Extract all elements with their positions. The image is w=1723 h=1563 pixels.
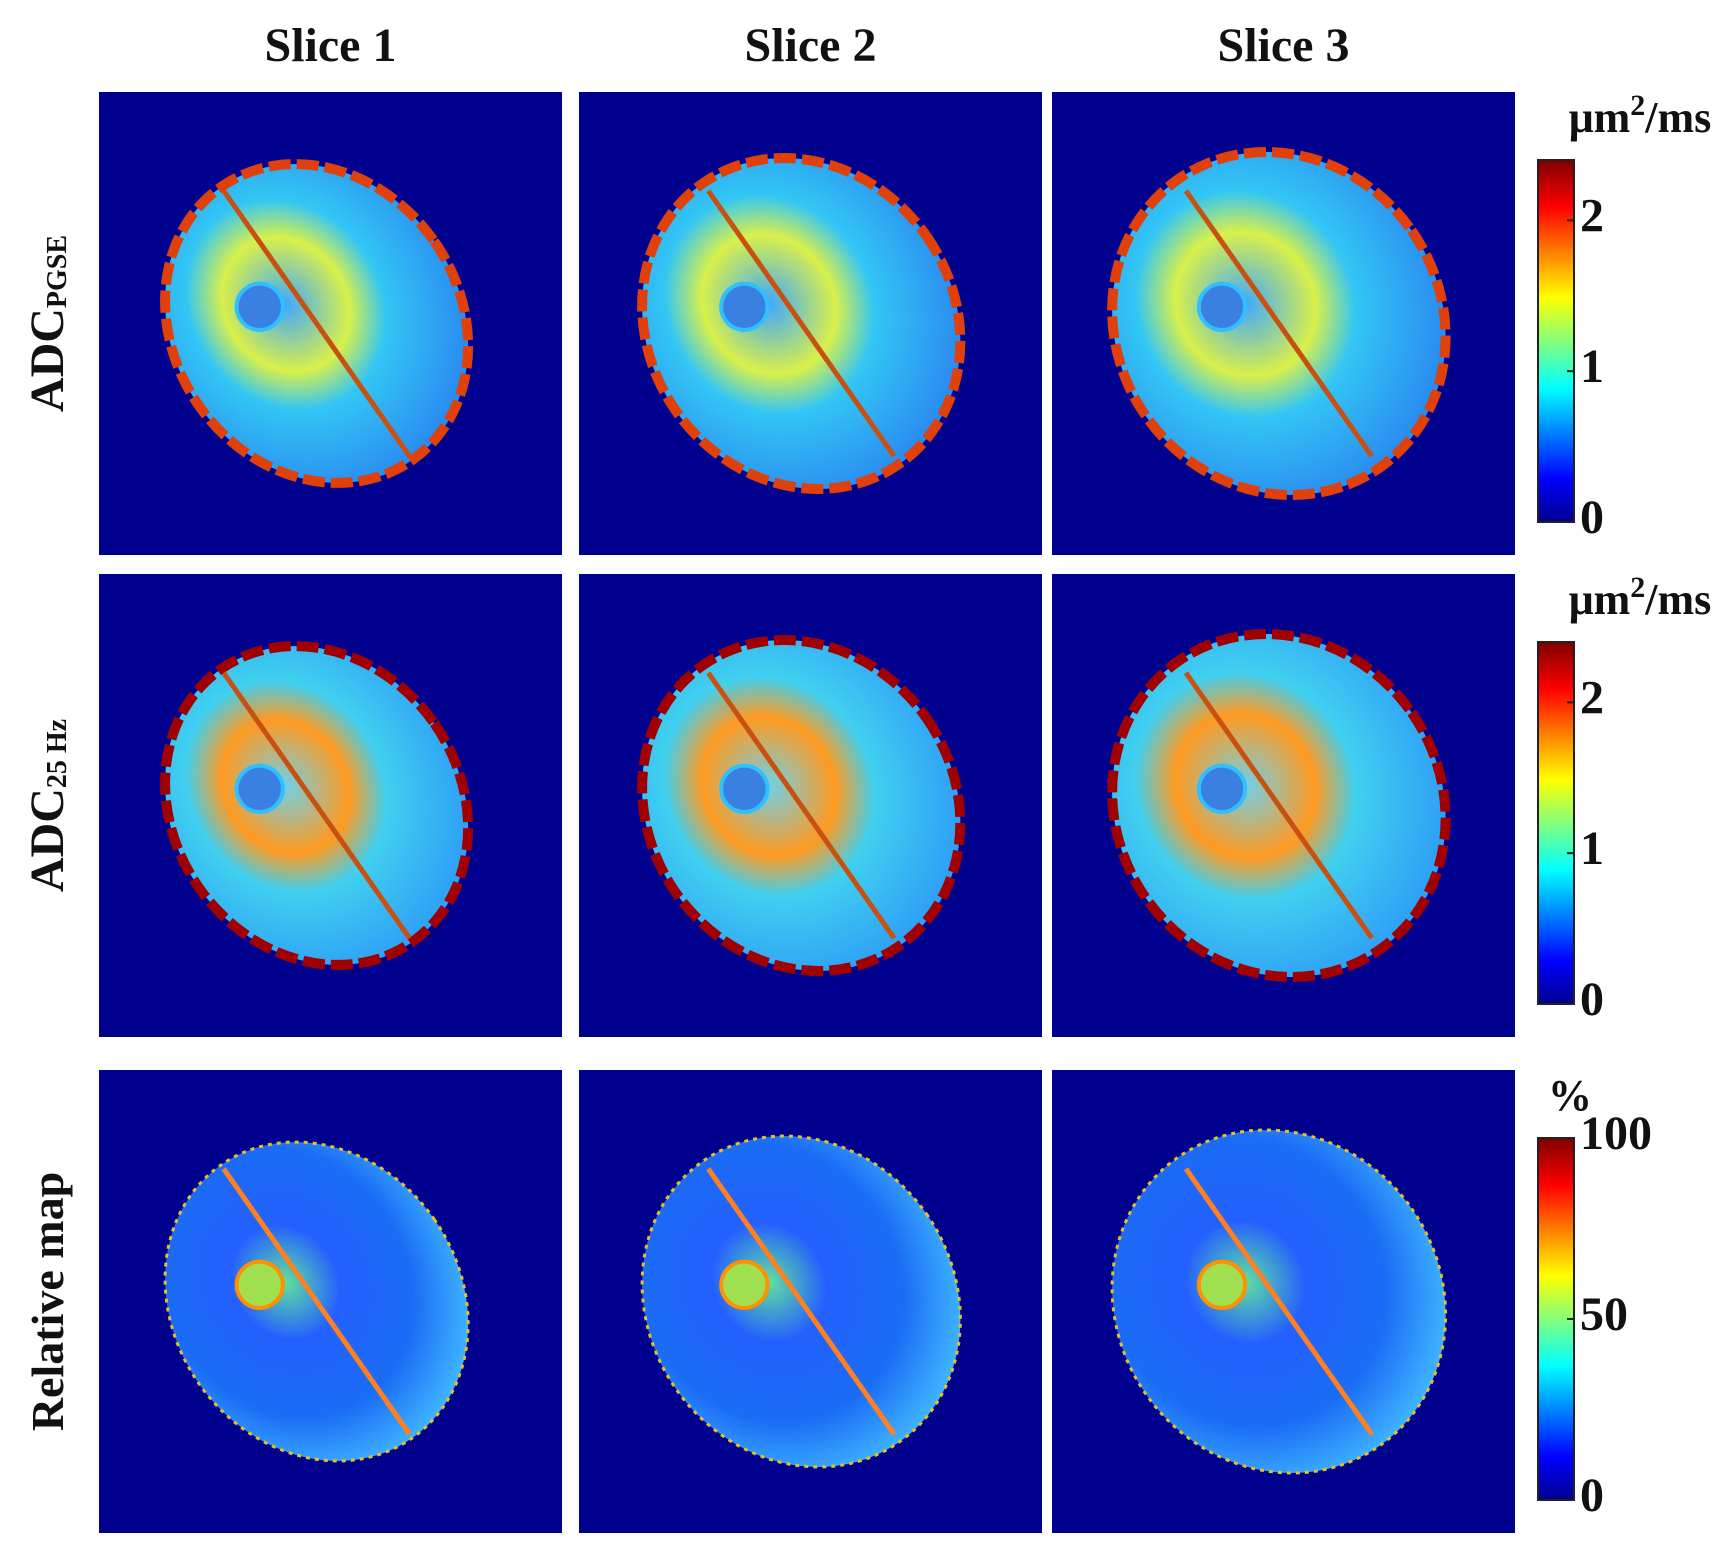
row-label: ADCPGSE bbox=[21, 235, 74, 412]
lesion bbox=[1196, 1259, 1248, 1310]
colorbar-unit: μm2/ms bbox=[1569, 89, 1712, 142]
column-title: Slice 2 bbox=[745, 19, 877, 72]
lesion bbox=[719, 1259, 770, 1310]
unit-sup: 2 bbox=[1630, 89, 1645, 122]
colorbar-unit: μm2/ms bbox=[1569, 571, 1712, 624]
midline bbox=[1183, 1167, 1374, 1436]
colorbar-tick-label: 1 bbox=[1580, 822, 1604, 875]
unit-base: % bbox=[1548, 1071, 1592, 1120]
colorbar-tick-label: 0 bbox=[1580, 1469, 1604, 1522]
row-label-sub: PGSE bbox=[42, 235, 73, 308]
midline bbox=[221, 1167, 412, 1436]
lesion bbox=[1196, 281, 1248, 332]
colorbar-tick-label: 0 bbox=[1580, 491, 1604, 544]
brain bbox=[1107, 147, 1451, 500]
colorbar-tick-label: 2 bbox=[1580, 671, 1604, 724]
row-label: ADC25 Hz bbox=[21, 719, 74, 892]
brain bbox=[1110, 1128, 1448, 1475]
brain bbox=[1107, 629, 1451, 982]
row-label: Relative map bbox=[22, 1172, 73, 1431]
column-title: Slice 1 bbox=[265, 19, 397, 72]
unit-base: μm bbox=[1569, 575, 1631, 624]
lesion bbox=[234, 1259, 285, 1310]
lesion bbox=[719, 763, 770, 814]
midline bbox=[221, 671, 412, 940]
colorbar-tick-label: 50 bbox=[1580, 1288, 1628, 1341]
midline bbox=[706, 671, 897, 940]
colorbar-tick-label: 100 bbox=[1580, 1107, 1652, 1160]
midline bbox=[1183, 671, 1374, 940]
column-title: Slice 3 bbox=[1218, 19, 1350, 72]
row-label-sub: 25 Hz bbox=[42, 719, 73, 788]
brain bbox=[637, 635, 966, 976]
midline bbox=[221, 189, 412, 458]
brain bbox=[640, 1134, 962, 1469]
unit-tail: /ms bbox=[1644, 575, 1711, 624]
row-label-main: Relative map bbox=[22, 1172, 73, 1431]
brain bbox=[160, 159, 474, 488]
lesion bbox=[719, 281, 770, 332]
unit-sup: 2 bbox=[1630, 571, 1645, 604]
unit-tail: /ms bbox=[1644, 93, 1711, 142]
colorbar-tick-label: 0 bbox=[1580, 973, 1604, 1026]
brain bbox=[160, 641, 474, 970]
colorbar-tick-label: 1 bbox=[1580, 340, 1604, 393]
midline bbox=[706, 189, 897, 458]
midline bbox=[706, 1167, 897, 1436]
unit-base: μm bbox=[1569, 93, 1631, 142]
lesion bbox=[234, 763, 285, 814]
midline bbox=[1183, 189, 1374, 458]
brain bbox=[163, 1140, 470, 1463]
colorbar bbox=[1537, 159, 1575, 523]
colorbar bbox=[1537, 641, 1575, 1005]
colorbar-tick-label: 2 bbox=[1580, 189, 1604, 242]
lesion bbox=[1196, 763, 1248, 814]
brain bbox=[637, 153, 966, 494]
row-label-main: ADC bbox=[21, 788, 74, 892]
row-label-main: ADC bbox=[21, 308, 74, 412]
colorbar-unit: % bbox=[1548, 1071, 1592, 1120]
lesion bbox=[234, 281, 285, 332]
